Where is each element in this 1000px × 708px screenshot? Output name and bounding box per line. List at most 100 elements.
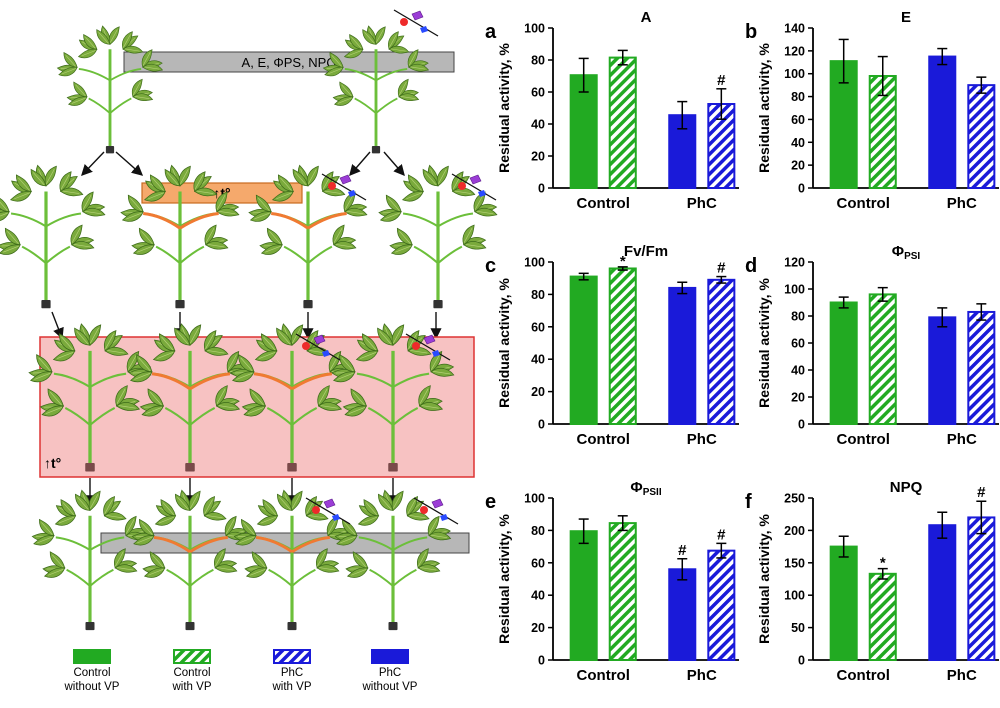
plant-pot [85, 463, 95, 472]
y-tick-label: 20 [531, 621, 545, 635]
legend-item: PhC with VP [272, 649, 312, 693]
y-tick-label: 100 [784, 589, 805, 603]
y-tick-label: 60 [531, 320, 545, 334]
purple-shape [411, 10, 424, 21]
legend-swatch [273, 649, 311, 664]
bar [707, 549, 736, 662]
plant [131, 488, 249, 631]
y-tick-label: 80 [531, 524, 545, 538]
plant-branch [53, 372, 91, 388]
y-tick-label: 250 [784, 492, 805, 506]
y-tick-label: 0 [798, 418, 805, 432]
plant-branch [179, 245, 205, 264]
plant-branch [89, 372, 127, 388]
panel-letter: f [745, 491, 752, 513]
purple-shape [423, 334, 436, 345]
chart-panel-d: d ΦPSI Residual activity, % 0 20 40 60 80 100 120… [745, 243, 999, 448]
plant-branch [356, 372, 394, 388]
panel-title-sub: PSI [904, 251, 920, 262]
light-source-icon [295, 333, 341, 361]
y-axis-label: Residual activity, % [756, 514, 772, 644]
plant-branch [413, 245, 439, 264]
plant-leaf [401, 189, 426, 204]
y-tick-label: 40 [791, 136, 805, 150]
y-axis-label: Residual activity, % [496, 43, 512, 173]
blue-shape [440, 514, 448, 521]
plant-pot [388, 463, 398, 472]
plant-branch [307, 245, 333, 264]
category-label: Control [577, 667, 630, 684]
plant-branch [64, 406, 91, 426]
red-dot [420, 506, 428, 514]
bar [668, 568, 697, 662]
y-axis-label: Residual activity, % [496, 278, 512, 408]
y-tick-label: 150 [784, 556, 805, 570]
flow-arrow [349, 151, 371, 177]
plant-branch [78, 68, 111, 82]
red-dot [458, 182, 466, 190]
bar [829, 301, 858, 425]
y-tick-label: 0 [538, 418, 545, 432]
category-label: Control [837, 195, 890, 212]
bar [569, 275, 598, 425]
bar [569, 530, 598, 662]
plant-branch [375, 68, 408, 82]
significance-mark: # [717, 260, 726, 277]
plant [0, 163, 107, 309]
y-tick-label: 40 [531, 118, 545, 132]
plant-branch [109, 97, 132, 114]
panel-title: ΦPSII [630, 479, 661, 498]
plant-branch [89, 406, 116, 426]
plant-pot [287, 463, 297, 472]
red-dot [328, 182, 336, 190]
flow-arrow [383, 151, 405, 177]
plant-pot [105, 146, 115, 154]
purple-shape [339, 174, 352, 185]
plant-leaf [9, 189, 34, 204]
purple-shape [323, 498, 336, 509]
plant-branch [166, 568, 191, 587]
panel-title-main: NPQ [890, 479, 923, 496]
plant [56, 24, 164, 154]
plant-branch [66, 568, 91, 587]
panel-title-main: Fv/Fm [624, 243, 668, 260]
y-tick-label: 100 [524, 256, 545, 270]
y-tick-label: 200 [784, 524, 805, 538]
plant-branch [266, 406, 293, 426]
bar [868, 293, 897, 425]
category-label: PhC [687, 431, 717, 448]
plant [322, 24, 430, 154]
legend-label-line2: without VP [64, 681, 120, 693]
red-dot [312, 506, 320, 514]
plant-leaf [53, 513, 78, 528]
plant-pot [433, 300, 443, 309]
plant-pot [41, 300, 51, 309]
bar [829, 545, 858, 661]
bar [868, 572, 897, 661]
red-dot [302, 342, 310, 350]
panel-title-main: A [641, 9, 652, 26]
plant-pot [175, 300, 185, 309]
light-line [305, 497, 351, 525]
plant-branch [88, 97, 111, 114]
bar [967, 516, 996, 661]
bar [668, 286, 697, 426]
y-tick-label: 40 [531, 353, 545, 367]
plant-branch [291, 568, 316, 587]
flow-arrow [51, 311, 64, 340]
plant-branch [189, 406, 216, 426]
purple-shape [469, 174, 482, 185]
plant-leaf [153, 513, 178, 528]
flow-arrow [81, 151, 105, 177]
legend-item: Control with VP [172, 649, 212, 693]
category-label: PhC [687, 195, 717, 212]
plant [378, 163, 499, 309]
legend-label-line1: PhC [281, 667, 303, 679]
burn-zone [271, 212, 347, 230]
category-label: PhC [947, 195, 977, 212]
panel-letter: a [485, 21, 497, 43]
chart-panel-a: a A Residual activity, % 0 20 40 60 80 100 # Contr… [485, 9, 739, 212]
y-tick-label: 100 [524, 22, 545, 36]
plant-branch [392, 406, 419, 426]
y-tick-label: 80 [791, 310, 805, 324]
